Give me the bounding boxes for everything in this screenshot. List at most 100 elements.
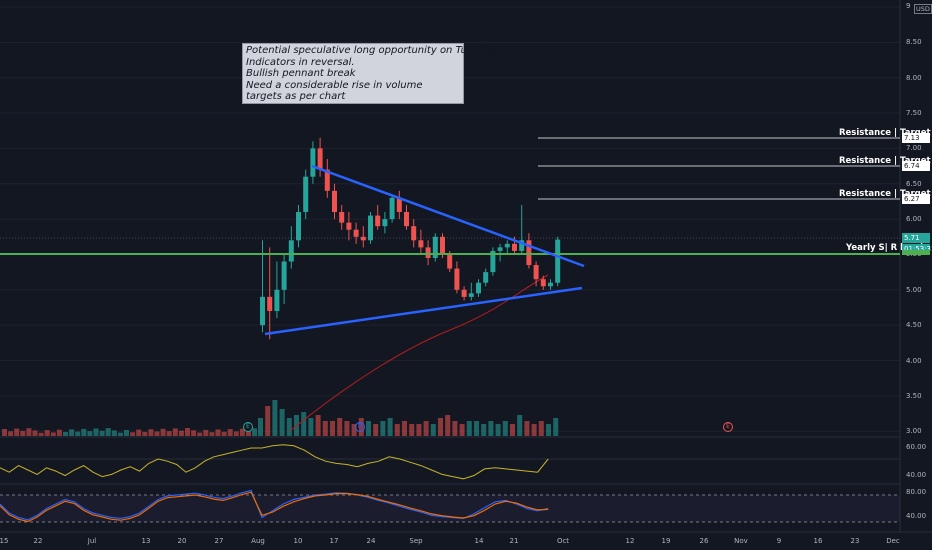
volume-bar — [32, 430, 38, 436]
x-tick-label: 13 — [141, 537, 151, 545]
candle-body — [533, 265, 539, 280]
volume-bar — [366, 421, 371, 436]
candle-body — [512, 243, 517, 251]
note-line: targets as per chart — [246, 91, 346, 102]
x-tick-label: Jul — [87, 537, 97, 545]
volume-bar — [111, 430, 117, 436]
y-tick-label: 3.00 — [906, 427, 922, 436]
volume-bar — [105, 428, 111, 436]
y-tick-label: 4.00 — [906, 356, 922, 365]
candle-body — [310, 148, 316, 177]
x-tick-label: Oct — [556, 537, 570, 545]
volume-bar — [538, 421, 544, 436]
x-tick-label: 12 — [625, 537, 635, 545]
y-tick-label: 7.00 — [906, 144, 922, 153]
volume-bar — [315, 415, 321, 436]
candle-body — [440, 236, 445, 255]
rsi-line — [0, 444, 549, 480]
moving-average-line — [289, 274, 549, 432]
volume-bar — [481, 424, 487, 436]
volume-bar — [279, 409, 285, 436]
volume-bar — [215, 429, 221, 436]
volume-bar — [93, 428, 99, 436]
target-price-tag: 6.27 — [902, 194, 930, 204]
candle-body — [303, 176, 309, 213]
note-line: Need a considerable rise in volume — [246, 79, 423, 91]
volume-bar — [394, 424, 400, 436]
candle-body — [317, 148, 323, 170]
candle-body — [296, 212, 301, 241]
volume-bar — [265, 406, 271, 436]
x-tick-label: 15 — [0, 537, 9, 545]
volume-bar — [221, 431, 227, 436]
x-tick-label: 19 — [661, 537, 671, 545]
x-tick-label: 26 — [699, 537, 709, 545]
stoch-d-line — [0, 491, 549, 523]
volume-bar — [344, 421, 350, 436]
volume-bar — [75, 431, 81, 436]
x-tick-label: 20 — [177, 537, 187, 545]
volume-bar — [488, 421, 494, 436]
upper-trendline — [311, 164, 585, 268]
x-tick-label: 16 — [813, 537, 823, 545]
volume-bar — [154, 431, 160, 436]
volume-bar — [50, 432, 56, 436]
volume-bar — [239, 428, 245, 436]
x-tick-label: 17 — [329, 537, 339, 545]
candle-body — [483, 272, 489, 283]
candle-body — [447, 254, 453, 269]
note-line: Bullish pennant break — [246, 68, 356, 79]
x-tick-label: 24 — [366, 537, 376, 545]
volume-bar — [166, 431, 172, 436]
candle-body — [396, 197, 402, 213]
volume-bar — [430, 424, 436, 436]
volume-bar — [81, 428, 87, 436]
volume-bar — [553, 418, 559, 436]
x-tick-label: Aug — [251, 537, 265, 545]
volume-bar — [69, 429, 75, 436]
y-tick-label: 3.50 — [906, 391, 922, 400]
target-price-tag: 7.13 — [902, 133, 930, 143]
y-tick-label: 9 — [906, 2, 911, 10]
volume-bar — [380, 421, 386, 436]
y-tick-label: 6.50 — [906, 179, 922, 188]
y-tick-label: 4.50 — [906, 321, 922, 330]
x-tick-label: 23 — [850, 537, 860, 545]
candle-body — [476, 282, 481, 294]
candle-body — [432, 236, 438, 258]
y-tick-label: 8.00 — [906, 73, 922, 82]
volume-bar — [286, 418, 292, 436]
volume-bar — [474, 421, 479, 436]
candle-series — [260, 137, 561, 340]
y-tick-label: 8.50 — [906, 38, 922, 47]
volume-bar — [14, 428, 20, 436]
annotation-note[interactable]: Potential speculative long opportunity o… — [242, 43, 497, 104]
candle-body — [368, 215, 373, 241]
volume-bar — [459, 424, 465, 436]
level-label: Yearly S| R level — [846, 243, 924, 253]
volume-bar — [44, 430, 50, 436]
volume-bar — [99, 430, 105, 436]
volume-bar — [301, 412, 307, 436]
volume-bar — [337, 418, 343, 436]
volume-bar — [387, 418, 393, 436]
volume-bar — [38, 432, 44, 436]
volume-bar — [203, 429, 209, 436]
candle-body — [281, 261, 287, 290]
volume-bar — [466, 421, 472, 436]
candle-body — [497, 247, 503, 251]
volume-bar — [351, 424, 357, 436]
currency-badge[interactable]: USD — [914, 4, 932, 14]
candle-body — [418, 240, 424, 248]
volume-bar — [56, 429, 62, 436]
candle-body — [332, 190, 337, 213]
volume-bar — [524, 421, 530, 436]
y-tick-label: 6.00 — [906, 215, 922, 224]
stoch-band-fill — [0, 495, 900, 522]
volume-bar — [26, 428, 32, 436]
volume-bar — [546, 424, 551, 436]
event-marker: E — [723, 422, 733, 432]
volume-bar — [438, 418, 443, 436]
volume-bar — [258, 418, 263, 436]
